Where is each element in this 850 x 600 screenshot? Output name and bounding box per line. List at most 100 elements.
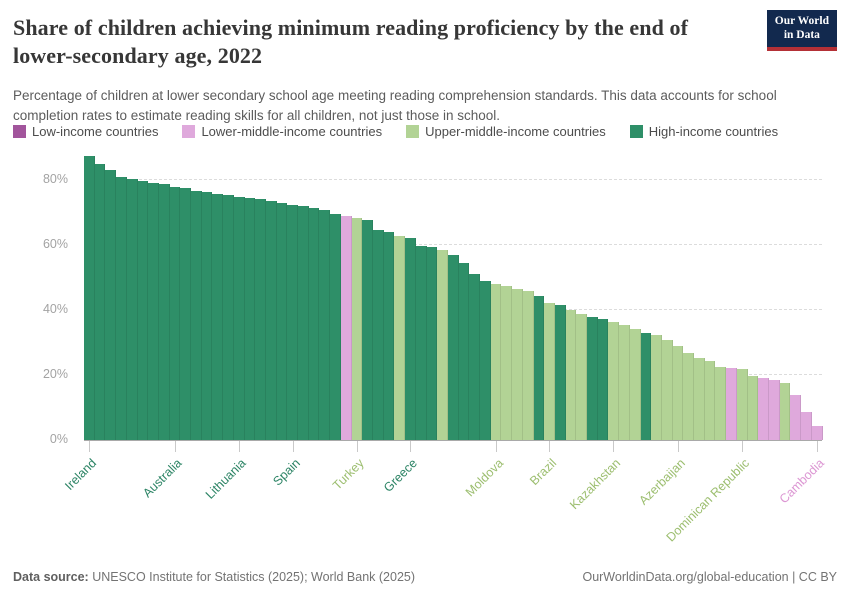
owid-logo-line2: in Data <box>783 28 820 41</box>
bar-country-3[interactable] <box>105 169 117 440</box>
bar-country-58[interactable] <box>694 358 705 440</box>
bar-country-52[interactable] <box>629 328 641 440</box>
x-tick-australia <box>174 441 176 452</box>
data-source-text: UNESCO Institute for Statistics (2025); … <box>88 570 416 584</box>
bar-country-28[interactable] <box>372 230 384 440</box>
bar-country-34[interactable] <box>437 249 448 440</box>
bar-country-29[interactable] <box>383 232 395 440</box>
bar-country-51[interactable] <box>619 324 630 440</box>
bar-country-47[interactable] <box>576 313 588 440</box>
bar-country-33[interactable] <box>426 246 438 440</box>
bar-country-38[interactable] <box>480 281 491 440</box>
bar-country-37[interactable] <box>469 273 481 440</box>
bar-country-23[interactable] <box>319 209 331 440</box>
bar-country-6[interactable] <box>137 180 149 440</box>
bar-country-68[interactable] <box>801 411 812 440</box>
bar-country-66[interactable] <box>779 382 791 440</box>
bar-country-22[interactable] <box>308 207 320 440</box>
bar-country-5[interactable] <box>126 179 138 440</box>
bar-country-21[interactable] <box>298 206 309 440</box>
bar-country-27[interactable] <box>362 219 373 440</box>
page-title: Share of children achieving minimum read… <box>13 15 689 68</box>
bar-azerbaijan[interactable] <box>672 345 684 440</box>
bar-country-42[interactable] <box>522 290 534 440</box>
bar-country-61[interactable] <box>726 368 737 440</box>
bar-country-60[interactable] <box>715 366 727 440</box>
bar-lithuania[interactable] <box>233 197 245 440</box>
bar-spain[interactable] <box>287 205 299 440</box>
bar-cambodia[interactable] <box>811 426 823 440</box>
bar-brazil[interactable] <box>544 302 555 440</box>
bar-turkey[interactable] <box>351 218 363 440</box>
bar-country-25[interactable] <box>340 215 352 440</box>
bar-country-12[interactable] <box>201 192 213 440</box>
bar-country-40[interactable] <box>501 286 513 440</box>
bar-country-24[interactable] <box>330 213 341 440</box>
bar-country-10[interactable] <box>180 188 192 440</box>
bar-dominican-republic[interactable] <box>736 369 748 440</box>
legend-item-umc[interactable]: Upper-middle-income countries <box>406 124 606 139</box>
y-tick-label-60: 60% <box>42 237 68 251</box>
data-source-note: Data source: UNESCO Institute for Statis… <box>13 570 415 584</box>
bar-country-8[interactable] <box>158 184 170 440</box>
legend-item-hic[interactable]: High-income countries <box>629 124 779 139</box>
legend-label: High-income countries <box>648 124 779 139</box>
legend-item-lic[interactable]: Low-income countries <box>13 124 158 139</box>
bar-country-11[interactable] <box>191 191 202 440</box>
bar-country-19[interactable] <box>276 202 288 440</box>
owid-logo[interactable]: Our World in Data <box>766 10 837 51</box>
bar-country-18[interactable] <box>265 201 277 440</box>
bar-country-32[interactable] <box>415 245 427 440</box>
legend-label: Upper-middle-income countries <box>425 124 606 139</box>
bar-country-59[interactable] <box>704 360 716 440</box>
bar-country-57[interactable] <box>683 353 695 440</box>
bar-country-4[interactable] <box>116 176 127 440</box>
credit-line[interactable]: OurWorldinData.org/global-education | CC… <box>582 570 837 584</box>
bar-country-2[interactable] <box>94 164 106 440</box>
x-label-cambodia: Cambodia <box>776 456 827 507</box>
bar-country-65[interactable] <box>769 379 780 440</box>
bar-country-7[interactable] <box>148 183 159 440</box>
bar-country-46[interactable] <box>565 310 577 440</box>
bar-country-45[interactable] <box>554 305 566 440</box>
bar-kazakhstan[interactable] <box>608 322 620 440</box>
legend: Low-income countries Lower-middle-income … <box>13 124 778 139</box>
bar-country-43[interactable] <box>533 296 545 440</box>
x-tick-azerbaijan <box>677 441 679 452</box>
bar-country-30[interactable] <box>394 235 406 440</box>
legend-swatch-umc <box>406 125 420 138</box>
legend-swatch-hic <box>629 125 643 138</box>
bar-country-14[interactable] <box>223 195 234 440</box>
bar-country-64[interactable] <box>758 378 769 440</box>
y-tick-label-80: 80% <box>42 172 68 186</box>
bar-country-13[interactable] <box>212 193 224 440</box>
gridline-60 <box>84 244 822 245</box>
x-tick-greece <box>410 441 412 452</box>
bar-country-49[interactable] <box>597 319 609 440</box>
bar-country-36[interactable] <box>458 263 470 440</box>
bar-country-35[interactable] <box>447 255 459 440</box>
y-tick-label-20: 20% <box>42 367 68 381</box>
bar-country-48[interactable] <box>587 316 598 440</box>
bar-country-67[interactable] <box>790 395 802 440</box>
legend-swatch-lic <box>13 125 26 138</box>
legend-label: Lower-middle-income countries <box>201 124 383 139</box>
bar-country-55[interactable] <box>661 339 673 440</box>
x-label-kazakhstan: Kazakhstan <box>567 456 624 513</box>
x-tick-brazil <box>549 441 551 452</box>
legend-item-lmc[interactable]: Lower-middle-income countries <box>182 124 382 139</box>
bar-country-54[interactable] <box>651 335 662 440</box>
bar-ireland[interactable] <box>84 155 95 440</box>
x-label-lithuania: Lithuania <box>203 456 249 502</box>
bar-country-17[interactable] <box>255 199 266 440</box>
bar-country-16[interactable] <box>244 198 256 440</box>
y-tick-label-40: 40% <box>42 302 68 316</box>
bar-country-63[interactable] <box>747 376 759 440</box>
bar-australia[interactable] <box>169 186 181 440</box>
bar-country-41[interactable] <box>512 288 523 440</box>
bar-country-53[interactable] <box>640 333 652 440</box>
bar-moldova[interactable] <box>490 284 502 440</box>
legend-swatch-lmc <box>182 125 196 138</box>
bar-greece[interactable] <box>405 237 416 440</box>
data-source-label: Data source: <box>13 570 89 584</box>
